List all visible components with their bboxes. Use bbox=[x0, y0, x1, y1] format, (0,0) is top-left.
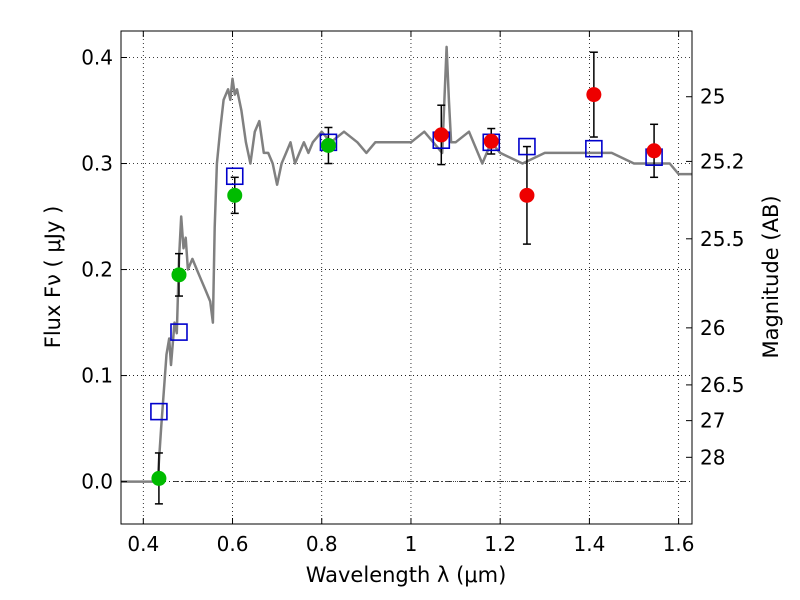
y-tick-label: 0.2 bbox=[81, 258, 113, 282]
magnitude-tick-label: 26.5 bbox=[700, 373, 745, 397]
model-spectrum-line bbox=[121, 45, 692, 483]
x-tick-label: 0.4 bbox=[127, 532, 159, 556]
grid-lines bbox=[121, 31, 692, 524]
photometry-point bbox=[483, 133, 499, 149]
magnitude-tick-label: 27 bbox=[700, 409, 725, 433]
magnitude-tick-label: 28 bbox=[700, 445, 725, 469]
model-band-square bbox=[585, 139, 603, 158]
x-axis-label: Wavelength λ (μm) bbox=[306, 563, 507, 587]
y-tick-label: 0.0 bbox=[81, 470, 113, 494]
photometry-point bbox=[151, 470, 167, 486]
plot-frame bbox=[120, 30, 693, 525]
spectrum-layer bbox=[121, 45, 692, 483]
x-tick-label: 1.2 bbox=[484, 532, 516, 556]
magnitude-tick-label: 26 bbox=[700, 316, 725, 340]
y-tick-label: 0.1 bbox=[81, 364, 113, 388]
error-bars bbox=[154, 51, 659, 505]
model-band-square bbox=[150, 402, 168, 421]
x-tick-label: 1.6 bbox=[663, 532, 695, 556]
photometry-point bbox=[171, 267, 187, 283]
x-tick-label: 0.6 bbox=[217, 532, 249, 556]
x-tick-label: 1 bbox=[405, 532, 418, 556]
photometry-point bbox=[646, 143, 662, 159]
magnitude-axis-label: Magnitude (AB) bbox=[759, 195, 783, 358]
y-axis-ticks: 0.0 0.1 0.2 0.3 0.4 bbox=[81, 46, 127, 494]
y-tick-label: 0.4 bbox=[81, 46, 113, 70]
x-tick-label: 0.8 bbox=[306, 532, 338, 556]
magnitude-tick-label: 25.2 bbox=[700, 149, 745, 173]
x-axis-ticks: 0.4 0.6 0.8 1 1.2 1.4 1.6 bbox=[127, 31, 695, 556]
magnitude-axis-ticks: 25 25.2 25.5 26 26.5 27 28 bbox=[686, 85, 745, 469]
model-band-square bbox=[170, 323, 188, 341]
y-axis-label: Flux Fν ( μJy ) bbox=[41, 206, 65, 349]
model-band-squares bbox=[150, 131, 663, 421]
model-band-square bbox=[518, 137, 536, 156]
photometry-points bbox=[151, 87, 662, 486]
photometry-point bbox=[433, 127, 449, 143]
y-tick-label: 0.3 bbox=[81, 152, 113, 176]
photometry-point bbox=[320, 138, 336, 154]
magnitude-tick-label: 25.5 bbox=[700, 227, 745, 251]
magnitude-tick-label: 25 bbox=[700, 85, 725, 109]
photometry-point bbox=[519, 187, 535, 203]
photometry-point bbox=[227, 187, 243, 203]
model-band-square bbox=[225, 167, 244, 186]
photometry-point bbox=[586, 87, 602, 103]
x-tick-label: 1.4 bbox=[573, 532, 605, 556]
